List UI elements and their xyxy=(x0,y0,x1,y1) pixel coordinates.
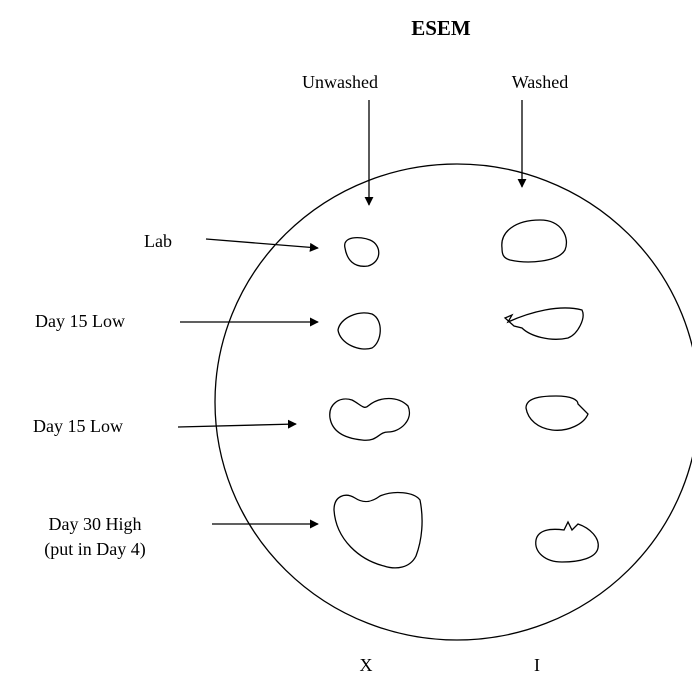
row-label: Day 15 Low xyxy=(35,311,125,331)
bottom-label: I xyxy=(534,655,540,675)
sample-dish xyxy=(214,163,692,641)
arrow xyxy=(177,419,297,429)
bottom-label: X xyxy=(360,655,373,675)
sample xyxy=(503,307,584,340)
sample xyxy=(337,312,381,350)
column-label: Unwashed xyxy=(302,72,378,92)
row-label: Day 30 High xyxy=(49,514,142,534)
sample xyxy=(535,520,599,563)
title: ESEM xyxy=(411,16,471,40)
sample xyxy=(525,395,589,431)
sample xyxy=(333,491,423,569)
column-label: Washed xyxy=(512,72,569,92)
row-label: Day 15 Low xyxy=(33,416,123,436)
arrow xyxy=(205,238,319,252)
row-label: (put in Day 4) xyxy=(44,539,145,560)
row-label: Lab xyxy=(144,231,172,251)
sample xyxy=(344,236,380,267)
sample xyxy=(329,397,411,441)
sample xyxy=(501,219,567,263)
